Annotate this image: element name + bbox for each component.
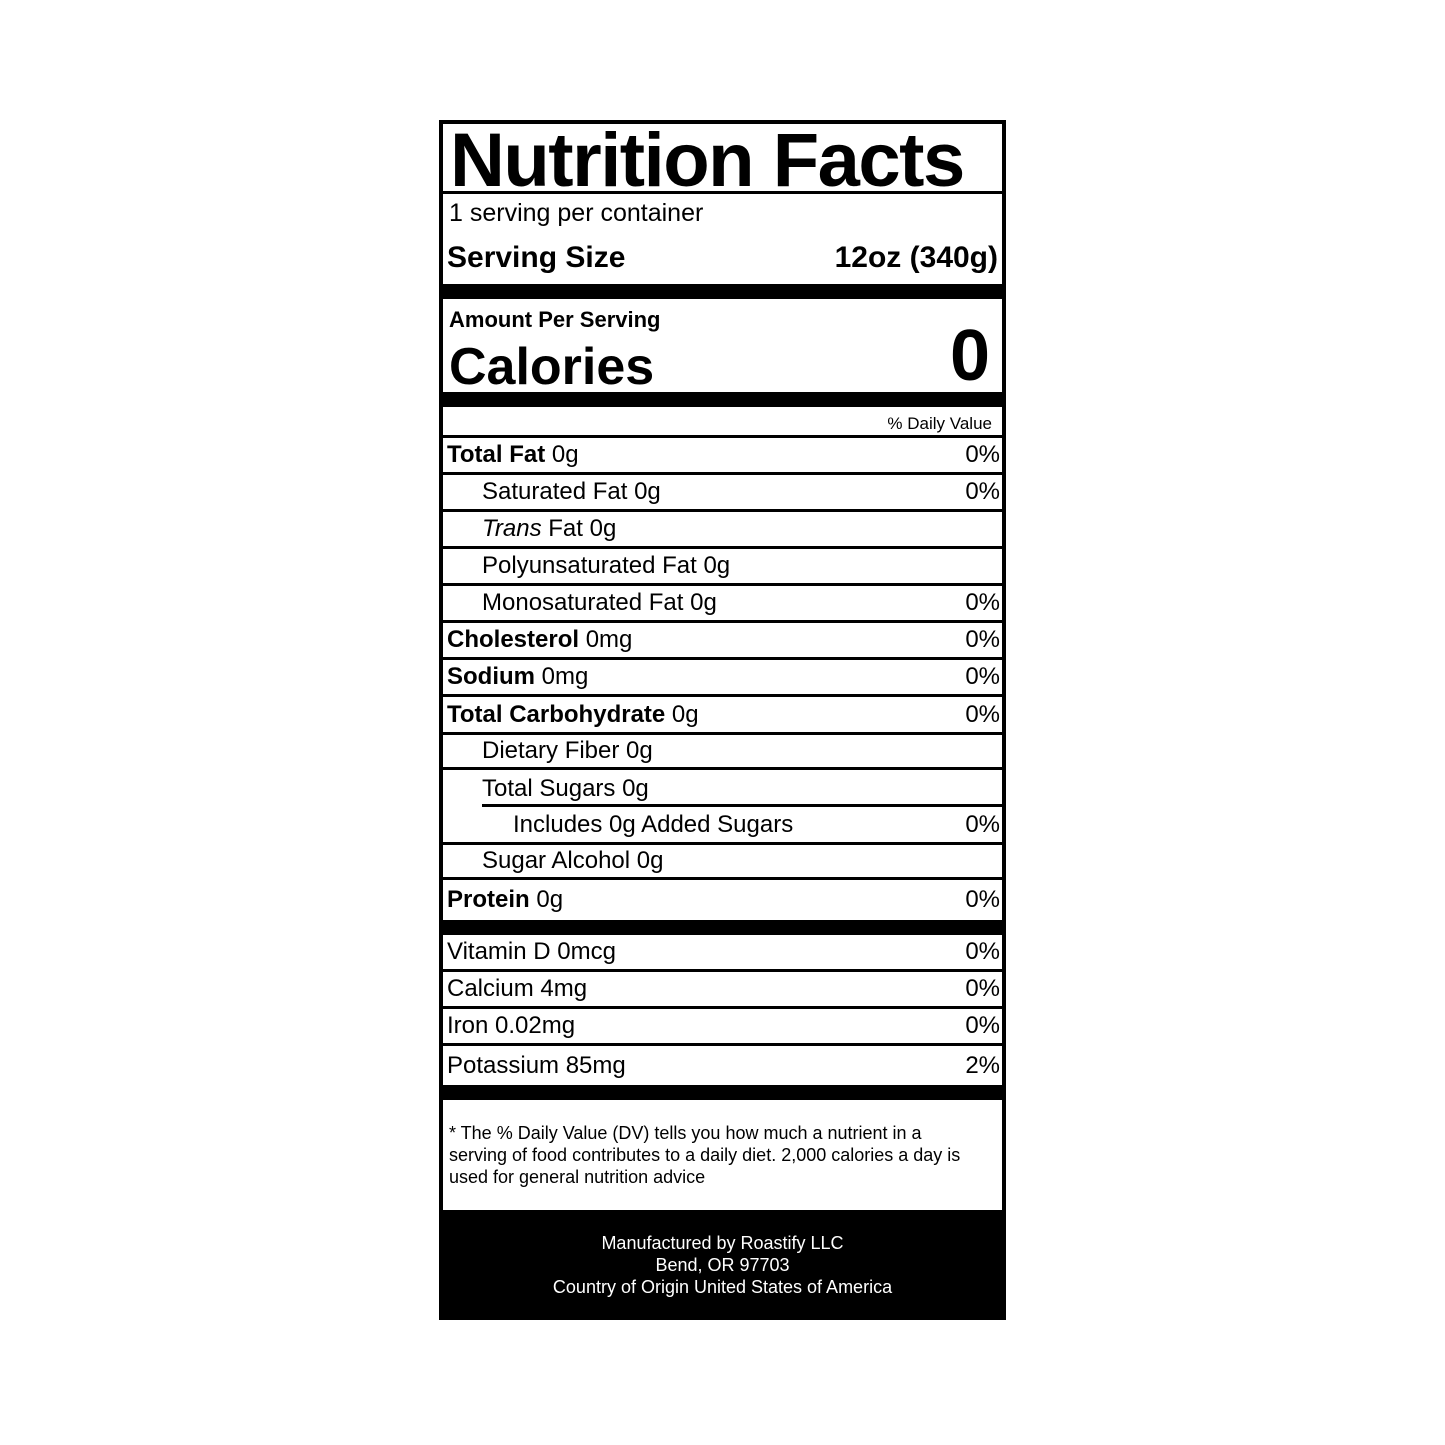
nutrient-name: Total Carbohydrate: [447, 700, 666, 728]
nutrient-name: Dietary Fiber 0g: [482, 737, 653, 764]
calories-value: 0: [949, 316, 990, 396]
vitamin-name: Potassium 85mg: [447, 1051, 626, 1079]
serving-size: Serving Size 12oz (340g): [447, 241, 998, 275]
nutrient-row-cholesterol: Cholesterol 0mg 0%: [443, 623, 1002, 660]
nutrient-name: Trans Fat 0g: [447, 515, 616, 543]
nutrient-name: Total Fat: [447, 441, 546, 468]
daily-value-footnote: * The % Daily Value (DV) tells you how m…: [449, 1123, 961, 1187]
vitamin-dv: 0%: [965, 938, 1000, 965]
nutrient-name: Saturated Fat 0g: [482, 478, 661, 505]
nutrient-dv: 0%: [965, 663, 1000, 690]
nutrient-name: Includes 0g Added Sugars: [513, 810, 794, 838]
nutrient-row-sodium: Sodium 0mg 0%: [443, 660, 1002, 697]
vitamin-dv: 0%: [965, 1012, 1000, 1039]
nutrient-amount: 0mg: [541, 663, 589, 690]
vitamin-name: Calcium 4mg: [447, 975, 588, 1002]
vitamin-row-iron: Iron 0.02mg 0%: [443, 1009, 1002, 1046]
calories-label: Calories: [449, 338, 655, 396]
nutrient-name-rest: Fat 0g: [541, 515, 617, 542]
nutrient-dv: 0%: [965, 886, 1000, 913]
nutrient-row-monosaturated-fat: Monosaturated Fat 0g 0%: [443, 586, 1002, 623]
nutrient-dv: 0%: [965, 700, 1000, 728]
nutrient-name: Monosaturated Fat 0g: [482, 589, 717, 616]
nutrient-dv: 0%: [965, 810, 1000, 838]
vitamin-row-calcium: Calcium 4mg 0%: [443, 972, 1002, 1009]
nutrient-dv: 0%: [965, 626, 1000, 653]
nutrient-row-protein: Protein 0g 0%: [443, 880, 1002, 920]
nutrition-facts-label: Nutrition Facts 1 serving per container …: [439, 120, 1006, 1320]
nutrient-name-italic: Trans: [482, 515, 542, 542]
nutrient-row-dietary-fiber: Dietary Fiber 0g: [443, 735, 1002, 770]
nutrient-dv: 0%: [965, 478, 1000, 505]
manufacturer-address: Bend, OR 97703: [655, 1255, 790, 1275]
nutrient-amount: 0mg: [585, 626, 633, 653]
serving-size-value: 12oz (340g): [834, 241, 998, 274]
manufacturer-info: Manufactured by Roastify LLC Bend, OR 97…: [443, 1210, 1002, 1316]
divider-thick: [443, 284, 1002, 299]
vitamin-dv: 2%: [965, 1051, 1000, 1079]
nutrient-name: Sodium: [447, 663, 535, 690]
nutrient-name: Protein: [447, 886, 530, 913]
nutrient-row-added-sugars: Includes 0g Added Sugars 0%: [443, 807, 1002, 845]
manufacturer-name: Manufactured by Roastify LLC: [601, 1233, 844, 1253]
calories-section: Amount Per Serving Calories 0: [443, 299, 1002, 396]
nutrient-amount: 0g: [551, 441, 579, 468]
divider-thick: [443, 1085, 1002, 1100]
vitamin-row-potassium: Potassium 85mg 2%: [443, 1046, 1002, 1085]
nutrient-dv: 0%: [965, 589, 1000, 616]
label-title: Nutrition Facts: [443, 124, 1002, 194]
amount-per-serving: Amount Per Serving: [449, 307, 661, 332]
nutrient-row-sugar-alcohol: Sugar Alcohol 0g: [443, 845, 1002, 880]
nutrient-row-total-sugars: Total Sugars 0g: [443, 770, 1002, 807]
daily-value-header: % Daily Value: [443, 407, 1002, 438]
nutrient-amount: 0g: [671, 700, 699, 728]
nutrient-name: Polyunsaturated Fat 0g: [482, 552, 731, 579]
nutrient-row-saturated-fat: Saturated Fat 0g 0%: [443, 475, 1002, 512]
nutrient-row-trans-fat: Trans Fat 0g: [443, 512, 1002, 549]
nutrient-name: Total Sugars 0g: [482, 774, 649, 802]
divider-thick: [443, 920, 1002, 935]
nutrient-row-total-fat: Total Fat 0g 0%: [443, 438, 1002, 475]
nutrient-row-polyunsaturated-fat: Polyunsaturated Fat 0g: [443, 549, 1002, 586]
vitamin-row-vitamin-d: Vitamin D 0mcg 0%: [443, 935, 1002, 972]
vitamin-dv: 0%: [965, 975, 1000, 1002]
nutrient-dv: 0%: [965, 441, 1000, 468]
serving-info: 1 serving per container Serving Size 12o…: [443, 194, 1002, 284]
serving-size-label: Serving Size: [447, 241, 626, 274]
nutrient-amount: 0g: [536, 886, 564, 913]
nutrient-name: Sugar Alcohol 0g: [482, 847, 664, 874]
country-of-origin: Country of Origin United States of Ameri…: [552, 1277, 893, 1297]
vitamin-name: Vitamin D 0mcg: [447, 938, 616, 965]
divider-thick: [443, 392, 1002, 407]
servings-per-container: 1 serving per container: [449, 199, 704, 227]
vitamin-name: Iron 0.02mg: [447, 1012, 576, 1039]
nutrient-name: Cholesterol: [447, 626, 580, 653]
nutrient-row-total-carbohydrate: Total Carbohydrate 0g 0%: [443, 697, 1002, 735]
